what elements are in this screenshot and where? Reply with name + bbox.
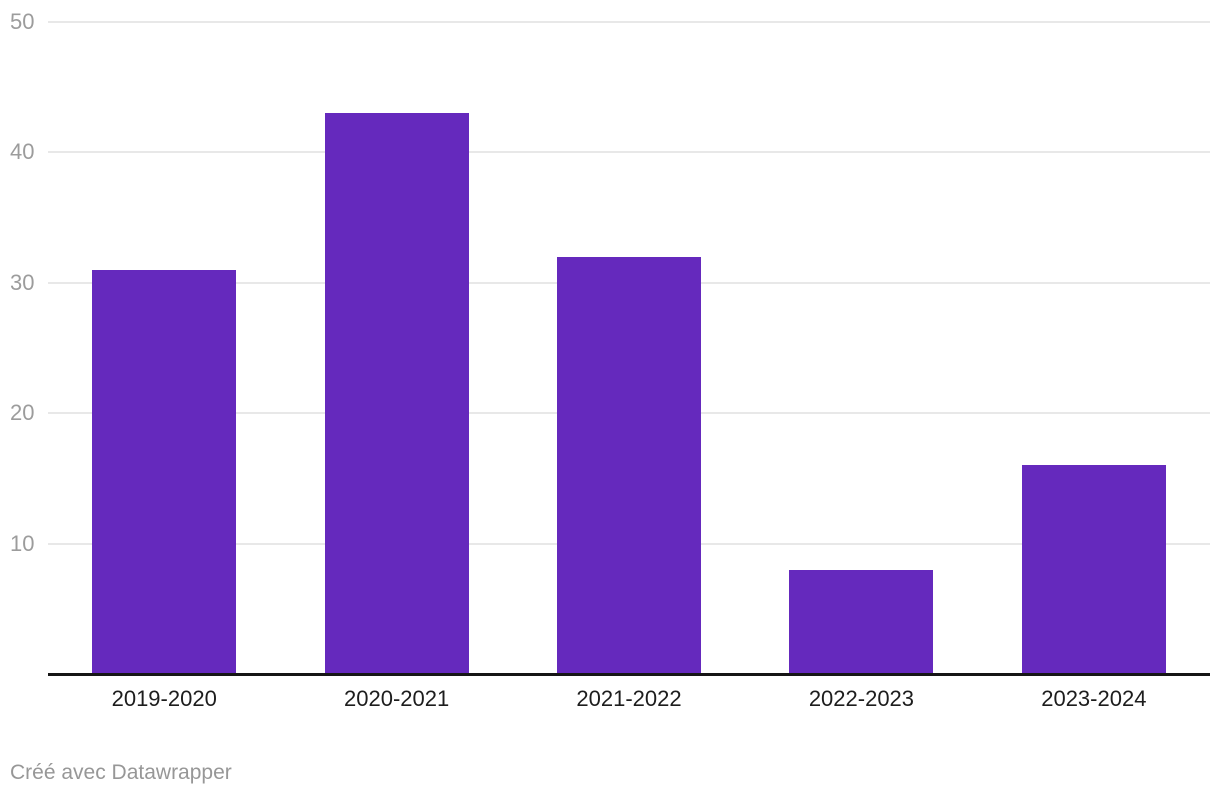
x-category-label: 2020-2021 [344, 686, 450, 711]
plot-area [48, 21, 1210, 676]
gridline [48, 151, 1210, 154]
datawrapper-attribution-link[interactable]: Créé avec Datawrapper [10, 761, 232, 784]
bar-2021-2022[interactable] [557, 256, 702, 674]
y-tick-label: 30 [10, 269, 35, 295]
bar-2019-2020[interactable] [92, 269, 237, 674]
x-category-label: 2019-2020 [111, 686, 217, 711]
x-category-label: 2021-2022 [576, 686, 682, 711]
gridline [48, 21, 1210, 23]
y-tick-label: 40 [10, 139, 35, 165]
x-category-label: 2023-2024 [1041, 686, 1147, 711]
x-axis-line [48, 673, 1210, 676]
bar-2020-2021[interactable] [324, 113, 469, 674]
bars [48, 22, 1210, 674]
bar-slot [280, 22, 512, 674]
y-tick-label: 10 [10, 530, 35, 556]
bar-2023-2024[interactable] [1021, 465, 1166, 674]
bar-slot [48, 22, 280, 674]
chart-footer: Créé avec Datawrapper [10, 761, 232, 785]
y-tick-label: 20 [10, 400, 35, 426]
bar-slot [513, 22, 745, 674]
bar-2022-2023[interactable] [789, 569, 934, 674]
x-category-label: 2022-2023 [808, 686, 915, 711]
x-axis-category-labels: 2019-2020 2020-2021 2021-2022 2022-2023 2023… [48, 686, 1210, 712]
y-tick-label: 50 [10, 9, 35, 34]
bar-slot [978, 22, 1210, 674]
bar-slot [745, 22, 977, 674]
y-axis-tick-labels: 10 20 30 40 50 [0, 0, 48, 796]
